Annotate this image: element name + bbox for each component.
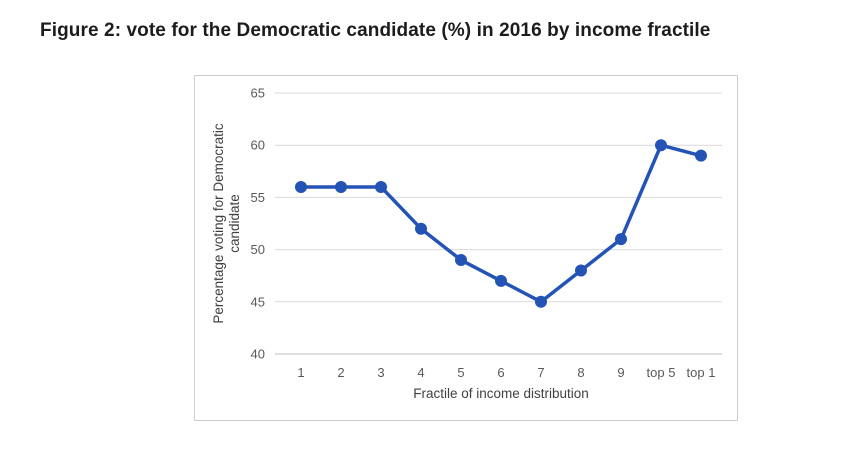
x-tick-label: 2: [337, 365, 344, 380]
data-point: [575, 264, 587, 277]
y-tick-label: 50: [251, 242, 265, 257]
data-point: [335, 180, 347, 193]
figure-title: Figure 2: vote for the Democratic candid…: [40, 20, 711, 41]
data-point: [615, 233, 627, 246]
y-axis-title: Percentage voting for Democraticcandidat…: [211, 123, 242, 324]
chart-container: 40 45 50 55 60 65 1 2 3 4 5 6 7 8 9 top 5 top 1 Fractile …: [194, 75, 738, 421]
data-point: [535, 295, 547, 308]
x-tick-label: top 5: [647, 365, 676, 380]
data-point: [455, 254, 467, 267]
x-tick-label: 4: [417, 365, 424, 380]
data-point: [415, 222, 427, 235]
y-tick-label: 45: [251, 294, 265, 309]
x-tick-label: 8: [577, 365, 584, 380]
y-tick-label: 55: [251, 190, 265, 205]
y-tick-label: 60: [251, 138, 265, 153]
data-point: [655, 139, 667, 152]
x-tick-label: 7: [537, 365, 544, 380]
x-tick-label: 9: [617, 365, 624, 380]
x-tick-label: 5: [457, 365, 464, 380]
x-tick-label: 6: [497, 365, 504, 380]
x-tick-label: 1: [297, 365, 304, 380]
data-point: [695, 149, 707, 162]
data-point: [375, 180, 387, 193]
data-point: [495, 274, 507, 287]
x-axis-title: Fractile of income distribution: [413, 386, 589, 401]
y-tick-label: 40: [251, 347, 265, 362]
data-point: [295, 180, 307, 193]
y-tick-label: 65: [251, 86, 265, 101]
x-tick-label: top 1: [687, 365, 716, 380]
x-tick-label: 3: [377, 365, 384, 380]
